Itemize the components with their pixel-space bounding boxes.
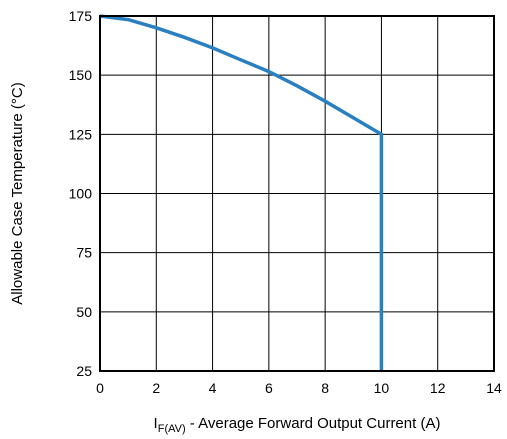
x-tick-label: 4 xyxy=(209,380,217,396)
plot-frame xyxy=(99,15,495,372)
y-tick-label: 25 xyxy=(76,363,92,379)
x-axis-title-main: I xyxy=(154,415,158,432)
x-tick-label: 0 xyxy=(96,380,104,396)
x-tick-label: 14 xyxy=(486,380,502,396)
x-tick-label: 2 xyxy=(152,380,160,396)
y-tick-label: 150 xyxy=(69,67,93,83)
y-tick-label: 175 xyxy=(69,8,93,24)
y-tick-label: 100 xyxy=(69,186,93,202)
x-tick-label: 12 xyxy=(430,380,446,396)
x-tick-labels: 0 2 4 6 8 10 12 14 xyxy=(96,380,502,396)
x-axis-title: IF(AV) - Average Forward Output Current … xyxy=(154,415,441,435)
series-line xyxy=(99,14,384,371)
y-tick-labels: 25 50 75 100 125 150 175 xyxy=(69,8,93,379)
x-tick-label: 8 xyxy=(321,380,329,396)
x-tick-label: 6 xyxy=(265,380,273,396)
y-tick-label: 50 xyxy=(76,304,92,320)
y-tick-label: 125 xyxy=(69,126,93,142)
series-group xyxy=(99,14,384,371)
y-tick-label: 75 xyxy=(76,245,92,261)
grid-lines xyxy=(99,15,495,372)
y-axis-title: Allowable Case Temperature (°C) xyxy=(9,82,26,304)
x-axis-title-rest: - Average Forward Output Current (A) xyxy=(186,415,441,432)
x-axis-title-subscript: F(AV) xyxy=(158,423,186,435)
x-tick-label: 10 xyxy=(374,380,390,396)
